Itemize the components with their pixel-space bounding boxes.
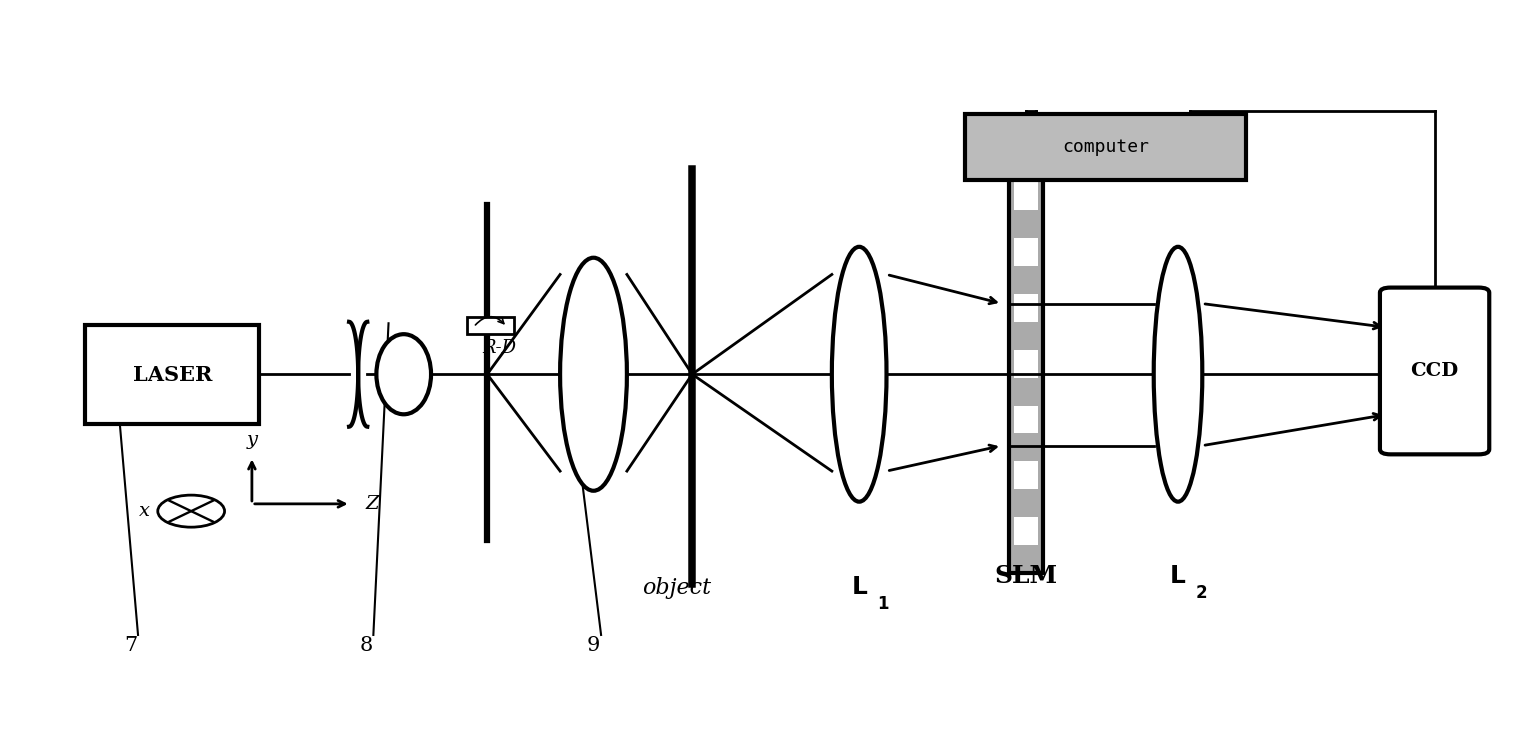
Bar bbox=[1015, 238, 1039, 266]
Bar bbox=[1015, 294, 1039, 322]
Text: 8: 8 bbox=[359, 637, 373, 656]
FancyBboxPatch shape bbox=[1380, 287, 1489, 455]
Text: object: object bbox=[642, 577, 712, 599]
Bar bbox=[1015, 406, 1039, 433]
Text: SLM: SLM bbox=[995, 564, 1057, 588]
Bar bbox=[966, 114, 1246, 180]
Text: $\mathbf{L}$: $\mathbf{L}$ bbox=[1170, 564, 1186, 588]
Text: x: x bbox=[140, 502, 151, 520]
Text: CCD: CCD bbox=[1410, 362, 1459, 380]
Text: R-D: R-D bbox=[482, 338, 517, 357]
Bar bbox=[1010, 154, 1043, 573]
Ellipse shape bbox=[1154, 247, 1202, 501]
Bar bbox=[1015, 518, 1039, 545]
Text: Z: Z bbox=[365, 495, 379, 513]
FancyBboxPatch shape bbox=[85, 325, 260, 424]
Text: $\mathbf{1}$: $\mathbf{1}$ bbox=[878, 596, 890, 613]
Text: LASER: LASER bbox=[132, 365, 211, 385]
Bar bbox=[1015, 182, 1039, 210]
Text: y: y bbox=[246, 431, 257, 450]
Text: computer: computer bbox=[1062, 138, 1150, 156]
Bar bbox=[1015, 461, 1039, 489]
Text: 9: 9 bbox=[587, 637, 601, 656]
Bar bbox=[1015, 349, 1039, 378]
Ellipse shape bbox=[376, 334, 430, 414]
Text: 7: 7 bbox=[123, 637, 137, 656]
Text: $\mathbf{L}$: $\mathbf{L}$ bbox=[850, 575, 868, 599]
Ellipse shape bbox=[832, 247, 887, 501]
Text: $\mathbf{2}$: $\mathbf{2}$ bbox=[1194, 586, 1206, 602]
Circle shape bbox=[158, 495, 225, 527]
Bar bbox=[467, 317, 514, 334]
Ellipse shape bbox=[560, 258, 627, 491]
